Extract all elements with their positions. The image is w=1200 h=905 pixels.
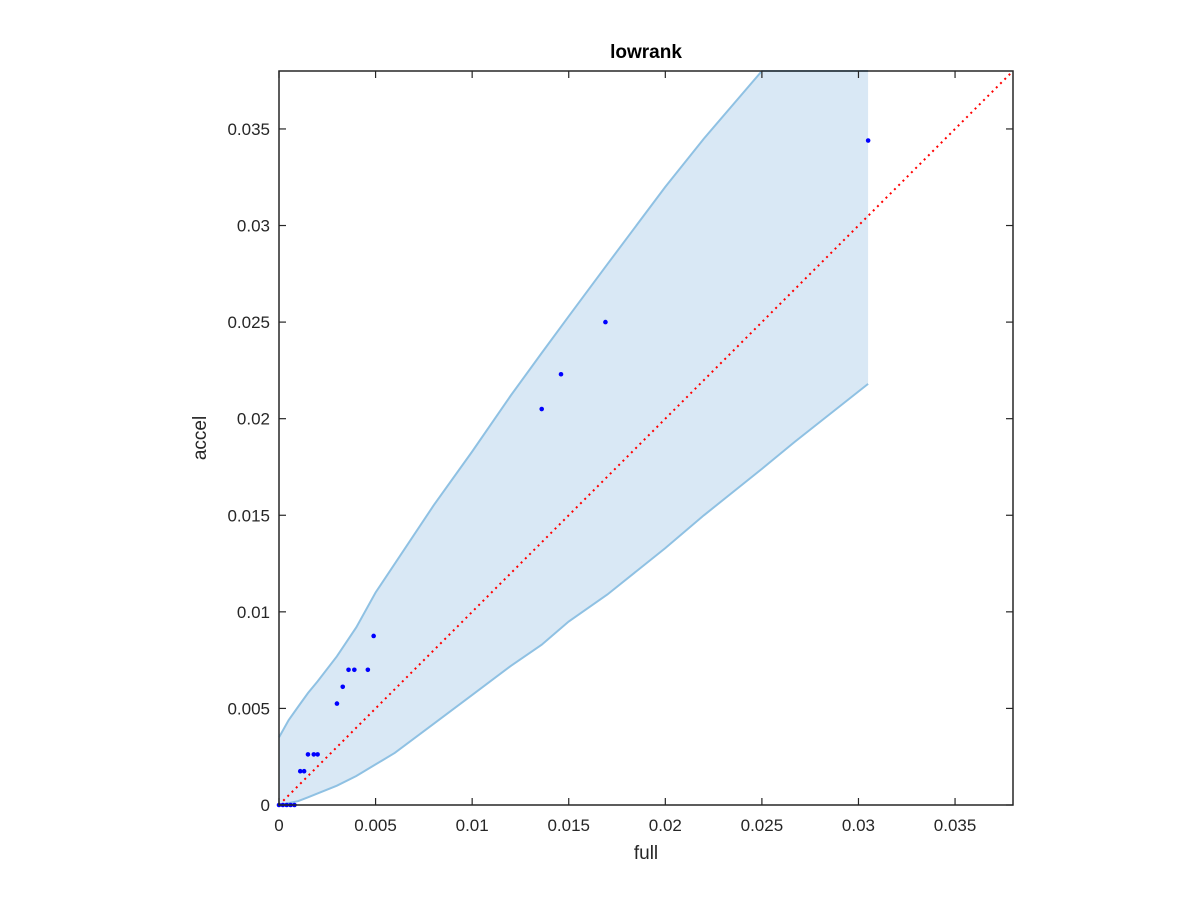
- data-point: [334, 701, 340, 706]
- data-point: [340, 684, 346, 690]
- y-tick-label: 0.015: [227, 506, 270, 525]
- data-point: [346, 667, 351, 673]
- x-tick-label: 0.025: [741, 816, 784, 835]
- y-tick-label: 0.005: [227, 699, 270, 718]
- y-axis-label: accel: [190, 416, 211, 460]
- y-tick-label: 0.025: [227, 313, 270, 332]
- confidence-band-layer: [278, 70, 869, 806]
- data-points-layer: [276, 138, 871, 808]
- y-tick-label: 0.02: [237, 410, 270, 429]
- data-point: [297, 768, 303, 774]
- reference-line-y-equals-x: [278, 70, 1014, 806]
- y-tick-label: 0.035: [227, 120, 270, 139]
- x-tick-label: 0.01: [456, 816, 489, 835]
- data-point: [558, 371, 564, 377]
- x-tick-label: 0.005: [354, 816, 397, 835]
- data-point: [305, 752, 311, 757]
- x-tick-label: 0.035: [934, 816, 977, 835]
- data-point: [603, 319, 608, 325]
- y-tick-label: 0.01: [237, 603, 270, 622]
- x-tick-label: 0.03: [842, 816, 875, 835]
- data-point: [865, 138, 871, 143]
- data-point: [315, 752, 320, 757]
- x-tick-label: 0.02: [649, 816, 682, 835]
- band-lower-edge: [278, 383, 869, 806]
- data-point: [365, 667, 371, 673]
- chart-title: lowrank: [610, 42, 682, 63]
- x-tick-label: 0: [274, 816, 283, 835]
- plot-frame: [278, 70, 1014, 806]
- x-axis-ticks: 0 0.005 0.01 0.015 0.02 0.025 0.03 0.035: [274, 71, 976, 835]
- y-tick-label: 0: [261, 796, 270, 815]
- data-point: [539, 406, 544, 412]
- band-upper-edge: [278, 70, 869, 738]
- data-point: [352, 667, 357, 673]
- x-axis-label: full: [634, 843, 658, 864]
- confidence-band-fill: [279, 71, 869, 805]
- y-tick-label: 0.03: [237, 217, 270, 236]
- reference-line-layer: [278, 70, 1014, 806]
- x-tick-label: 0.015: [547, 816, 590, 835]
- y-axis-ticks: 0 0.005 0.01 0.015 0.02 0.025 0.03 0.035: [227, 120, 1013, 815]
- data-point: [311, 752, 317, 757]
- data-point: [301, 768, 307, 774]
- data-point: [371, 633, 376, 639]
